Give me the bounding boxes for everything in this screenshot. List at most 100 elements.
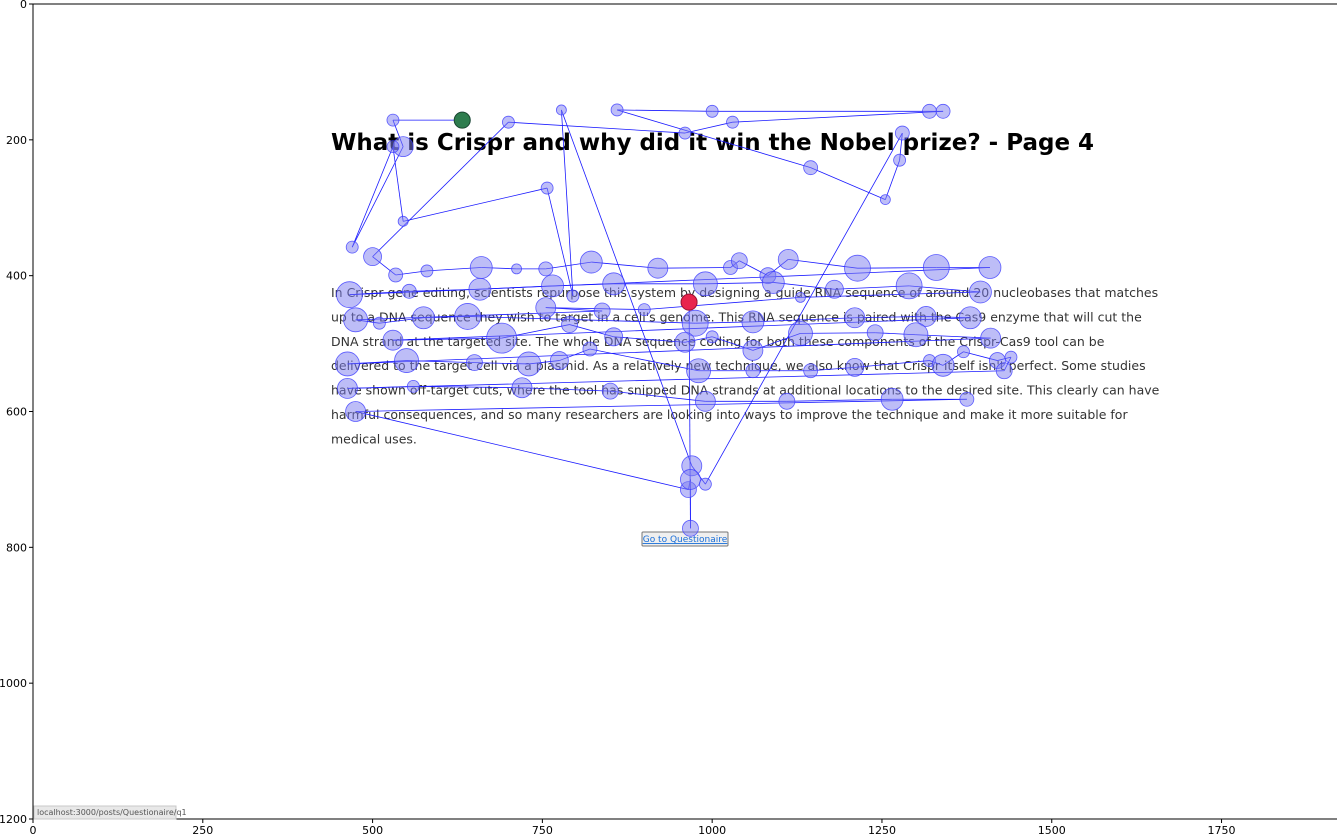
- fixation-point: [386, 113, 400, 127]
- article-paragraph: In Crispr gene editing, scientists repur…: [331, 285, 1160, 446]
- fixation-point: [959, 391, 975, 407]
- fixation-point: [602, 272, 626, 296]
- scanpath-segment: [355, 398, 967, 412]
- fixation-point: [363, 247, 382, 267]
- fixation-point: [893, 153, 907, 167]
- fixation-point: [778, 392, 796, 410]
- scanpath-segment: [884, 160, 900, 200]
- fixation-point: [995, 362, 1013, 380]
- scanpath-segment: [347, 385, 414, 389]
- fixation-point: [795, 291, 806, 303]
- fixation-point: [745, 363, 761, 379]
- scanpath-segment: [372, 121, 509, 257]
- fixation-points: [335, 103, 1018, 537]
- x-tick-label: 1250: [868, 824, 896, 836]
- fixation-point: [777, 248, 799, 270]
- page-title: What is Crispr and why did it win the No…: [331, 130, 1094, 156]
- fixation-point: [895, 272, 923, 300]
- fixation-point: [541, 274, 564, 298]
- y-tick-label: 400: [6, 270, 27, 283]
- fixation-point: [788, 320, 813, 346]
- fixation-point: [1004, 350, 1018, 364]
- fixation-point: [466, 354, 483, 372]
- fixation-point: [516, 351, 542, 377]
- paragraph-line: harmful consequences, and so many resear…: [331, 407, 1128, 422]
- scanpath-segment: [413, 385, 523, 389]
- scanpath-segment: [409, 288, 480, 292]
- fixation-point: [610, 103, 624, 117]
- fixation-point: [469, 256, 493, 279]
- scanpath-segment: [657, 267, 731, 269]
- scanpath-segment: [546, 187, 574, 297]
- fixation-point: [502, 115, 515, 129]
- y-tick-label: 800: [6, 541, 27, 554]
- scanpath-segment: [705, 132, 903, 485]
- scanpath-segment: [786, 398, 893, 402]
- fixation-point: [540, 181, 554, 195]
- fixation-point: [730, 252, 748, 270]
- fixation-point: [337, 378, 358, 399]
- fixation-point: [692, 271, 718, 297]
- scanpath-segment: [800, 332, 876, 334]
- scanpath-segment: [854, 316, 927, 319]
- fixation-point: [601, 382, 619, 400]
- scanpath-segment: [854, 360, 930, 368]
- fixation-point: [969, 280, 992, 304]
- fixation-point: [454, 303, 482, 330]
- scanpath-segment: [617, 109, 713, 112]
- x-tick-label: 750: [532, 824, 553, 836]
- fixation-point: [397, 215, 409, 227]
- y-tick-label: 600: [6, 406, 27, 419]
- x-tick-label: 500: [362, 824, 383, 836]
- fixation-point: [382, 329, 404, 351]
- fixation-point: [406, 379, 420, 393]
- scanpath-segment: [915, 334, 991, 339]
- fixation-point: [555, 104, 567, 116]
- fixation-point: [922, 103, 937, 119]
- paragraph-line: have shown off-target cuts, where the to…: [331, 383, 1160, 398]
- fixation-point: [894, 125, 910, 141]
- scanpath-segment: [616, 109, 811, 169]
- scanpath-end-point: [680, 293, 698, 311]
- fixation-point: [880, 387, 904, 411]
- fixation-point: [486, 322, 518, 354]
- fixation-point: [678, 126, 692, 140]
- go-to-questionaire-label[interactable]: Go to Questionaire: [643, 535, 728, 545]
- fixation-point: [566, 289, 580, 303]
- fixation-point: [388, 267, 404, 283]
- fixation-point: [561, 316, 578, 333]
- x-tick-label: 1000: [698, 824, 726, 836]
- fixation-point: [682, 519, 699, 537]
- status-url: localhost:3000/posts/Questionaire/q1: [37, 808, 187, 817]
- fixation-point: [931, 353, 955, 377]
- fixation-point: [958, 306, 982, 330]
- fixation-point: [343, 307, 369, 333]
- paragraph-line: medical uses.: [331, 431, 417, 446]
- scanpath-start-point: [453, 111, 471, 129]
- fixation-point: [681, 309, 709, 337]
- scanpath-segment: [479, 285, 553, 290]
- scanpath-segment: [521, 387, 611, 392]
- x-tick-label: 0: [30, 824, 37, 836]
- fixation-point: [866, 324, 884, 342]
- fixation-point: [903, 322, 929, 348]
- fixation-point: [803, 363, 819, 379]
- scanpath-segment: [355, 411, 689, 490]
- scanpath-segment: [684, 121, 733, 134]
- fixation-point: [579, 250, 603, 274]
- fixation-point: [511, 377, 533, 399]
- fixation-point: [345, 240, 359, 254]
- fixation-point: [705, 330, 719, 344]
- fixation-point: [761, 271, 785, 294]
- fixation-point: [698, 477, 712, 491]
- fixation-point: [401, 283, 417, 299]
- fixation-point: [922, 254, 950, 281]
- fixation-point: [604, 327, 624, 347]
- scanpath-segment: [644, 297, 801, 311]
- fixation-point: [742, 339, 764, 361]
- status-bar: localhost:3000/posts/Questionaire/q1: [33, 805, 187, 820]
- fixation-point: [593, 302, 611, 320]
